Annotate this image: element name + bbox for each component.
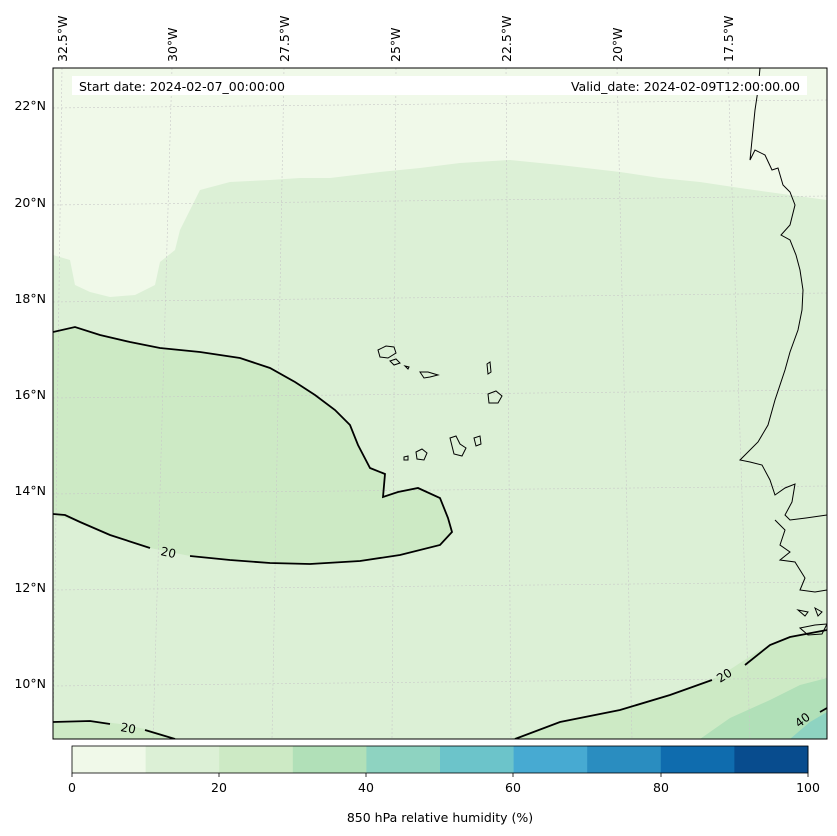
contour-label-group: 20 20 20 40 (119, 544, 812, 736)
lon-label-22-5w: 22.5°W (499, 16, 514, 62)
africa-coast-south (774, 519, 827, 593)
colorbar-segment (587, 746, 662, 773)
humidity-field-20-30-west (53, 328, 452, 564)
lat-label-10n: 10°N (14, 676, 46, 691)
colorbar-segment (219, 746, 294, 773)
lon-label-32-5w: 32.5°W (55, 16, 70, 62)
cbar-tick-100: 100 (796, 780, 820, 795)
lon-label-30w: 30°W (165, 27, 180, 62)
island-sao-nicolau (419, 371, 440, 379)
humidity-field-20-30-southwest (53, 720, 180, 739)
island-santo-antao (377, 345, 397, 359)
colorbar-segment (145, 746, 220, 773)
contour-20-southeast (514, 629, 827, 739)
island-maio (473, 435, 482, 447)
contour-40-corner (819, 707, 827, 713)
colorbar-frame (71, 745, 809, 774)
contour-20-west (53, 326, 454, 565)
cbar-tick-0: 0 (68, 780, 76, 795)
coastline (377, 68, 827, 636)
colorbar-segment (513, 746, 588, 773)
lat-label-18n: 18°N (14, 291, 46, 306)
map-panel: 20 20 20 40 Start date: 2024-02-07_00:00… (52, 67, 828, 740)
header-box (72, 76, 807, 95)
island-sao-vicente (389, 358, 401, 366)
lat-label-16n: 16°N (14, 387, 46, 402)
longitude-labels: 32.5°W 30°W 27.5°W 25°W 22.5°W 20°W 17.5… (55, 16, 736, 62)
colorbar-segment (366, 746, 441, 773)
start-date-text: Start date: 2024-02-07_00:00:00 (79, 79, 285, 94)
lat-label-14n: 14°N (14, 483, 46, 498)
cbar-tick-20: 20 (211, 780, 227, 795)
lon-label-17-5w: 17.5°W (721, 16, 736, 62)
cbar-tick-40: 40 (358, 780, 374, 795)
island-santa-luzia (403, 365, 410, 370)
colorbar-segment (72, 746, 147, 773)
island-sal (486, 361, 492, 375)
cbar-tick-80: 80 (653, 780, 669, 795)
contour-label-20-southwest: 20 (119, 720, 136, 736)
lat-label-22n: 22°N (14, 98, 46, 113)
humidity-field-0-10 (53, 68, 827, 297)
colorbar-label: 850 hPa relative humidity (%) (347, 810, 533, 825)
island-brava (403, 455, 409, 461)
colorbar-segments (72, 746, 809, 773)
contour-label-20-west: 20 (159, 544, 177, 561)
colorbar-segment (440, 746, 515, 773)
colorbar-ticks (71, 773, 809, 777)
bijagos (796, 606, 827, 636)
lat-label-12n: 12°N (14, 580, 46, 595)
lon-label-20w: 20°W (610, 27, 625, 62)
colorbar-tick-labels: 0 20 40 60 80 100 (68, 780, 820, 795)
contour-lines (53, 326, 827, 739)
lat-label-20n: 20°N (14, 195, 46, 210)
latitude-labels: 22°N 20°N 18°N 16°N 14°N 12°N 10°N (14, 98, 46, 691)
island-santiago (449, 435, 467, 457)
colorbar-segment (292, 746, 367, 773)
colorbar: 0 20 40 60 80 100 850 hPa relative humid… (68, 745, 820, 825)
africa-coast (738, 68, 827, 521)
humidity-field-30-40 (700, 678, 827, 739)
colorbar-segment (734, 746, 809, 773)
valid-date-text: Valid_date: 2024-02-09T12:00:00.00 (571, 79, 800, 94)
gridlines (53, 68, 827, 739)
island-boa-vista (487, 390, 503, 404)
island-fogo (415, 448, 428, 461)
lon-label-25w: 25°W (388, 27, 403, 62)
map-frame (52, 67, 828, 740)
lon-label-27-5w: 27.5°W (277, 16, 292, 62)
colorbar-segment (660, 746, 735, 773)
contour-20-southwest (53, 720, 176, 739)
cbar-tick-60: 60 (505, 780, 521, 795)
contour-label-20-southeast: 20 (714, 666, 734, 686)
humidity-field-40-50 (790, 712, 827, 739)
